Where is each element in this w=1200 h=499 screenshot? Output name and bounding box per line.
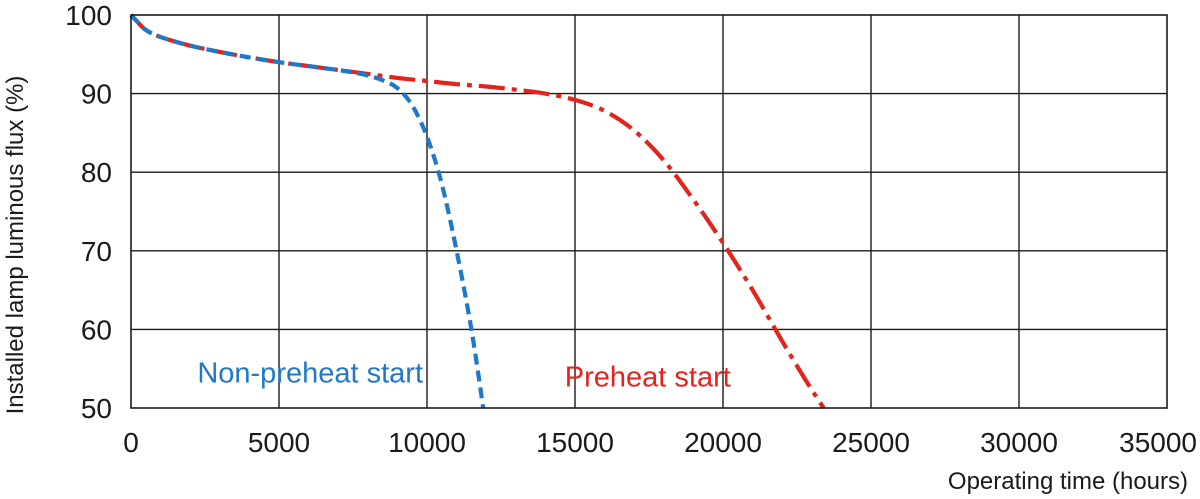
y-tick-label: 60	[81, 314, 112, 345]
x-tick-label: 25000	[832, 427, 910, 458]
y-tick-label: 100	[65, 0, 112, 31]
y-tick-label: 70	[81, 236, 112, 267]
preheat-start-label: Preheat start	[565, 362, 731, 394]
x-tick-label: 35000	[1119, 427, 1197, 458]
x-tick-label: 5000	[248, 427, 310, 458]
x-tick-label: 10000	[388, 427, 466, 458]
plot-background	[131, 15, 1167, 408]
x-tick-label: 30000	[980, 427, 1058, 458]
x-tick-labels: 0 5000 10000 15000 20000 25000 30000 35000	[123, 427, 1197, 458]
series-line-preheat-start	[129, 13, 826, 410]
y-axis-label: Installed lamp luminous flux (%)	[2, 76, 29, 415]
grid	[131, 15, 1167, 408]
x-tick-label: 15000	[536, 427, 614, 458]
x-tick-label: 20000	[684, 427, 762, 458]
x-axis-label: Operating time (hours)	[948, 468, 1188, 495]
y-tick-labels: 50 60 70 80 90 100	[65, 0, 112, 424]
y-tick-label: 80	[81, 157, 112, 188]
plot-frame	[130, 14, 1168, 409]
series-line-non-preheat-start	[129, 13, 486, 409]
non-preheat-start-label: Non-preheat start	[197, 358, 423, 390]
series-labels: Non-preheat start Preheat start	[197, 358, 731, 394]
y-tick-label: 50	[81, 393, 112, 424]
series-lines	[129, 13, 826, 410]
y-tick-label: 90	[81, 79, 112, 110]
x-tick-label: 0	[123, 427, 139, 458]
